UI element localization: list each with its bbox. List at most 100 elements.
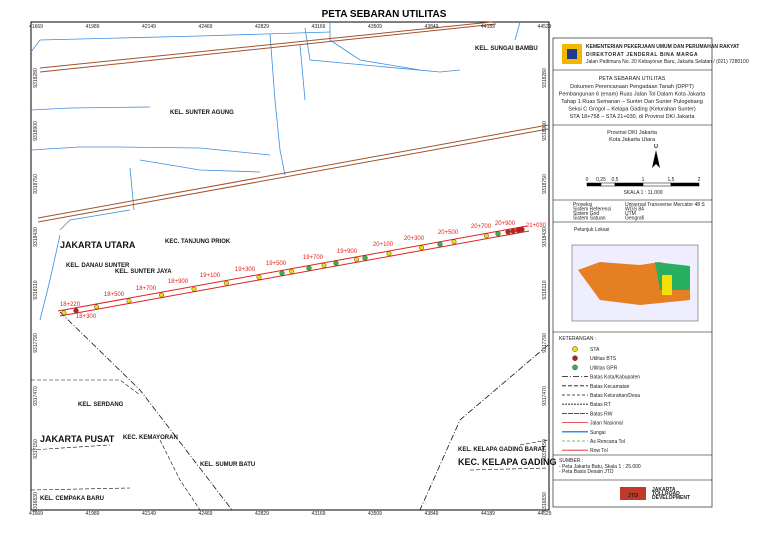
label: 18+220 — [60, 302, 81, 308]
label: 19+100 — [200, 273, 221, 279]
label: 0 — [586, 177, 589, 183]
label: 9318110 — [542, 280, 548, 299]
sta-marker — [451, 239, 457, 245]
label: 41989 — [86, 24, 100, 30]
label: - Peta Basis Desain JTD — [559, 469, 614, 475]
label: As Rencana Tol — [590, 439, 625, 445]
label: 18+900 — [168, 279, 189, 285]
label: 18+700 — [136, 286, 157, 292]
label: 20+700 — [471, 224, 492, 230]
label: 9318110 — [33, 280, 39, 299]
label: 1 — [642, 177, 645, 183]
scale-bar — [586, 182, 700, 187]
gpr-marker — [362, 255, 368, 261]
sta-marker — [354, 257, 359, 262]
label: 43509 — [368, 511, 382, 517]
label: SKALA 1 : 11.000 — [623, 190, 662, 196]
sta-marker — [289, 268, 294, 274]
label: 9316830 — [542, 492, 548, 512]
label: KEC. KELAPA GADING — [458, 457, 557, 467]
sta-marker — [191, 286, 197, 292]
jtd-logo — [620, 487, 646, 500]
label: DIREKTORAT JENDERAL BINA MARGA — [586, 52, 698, 58]
label: KEL. DANAU SUNTER — [66, 263, 130, 269]
legend-swatch — [572, 346, 578, 352]
label: Batas RW — [590, 411, 613, 417]
gpr-marker — [495, 231, 501, 237]
label: 18+500 — [104, 292, 125, 298]
label: KEL. SERDANG — [78, 402, 124, 408]
label: 9318750 — [33, 174, 39, 194]
label: Jalan Nasional — [590, 421, 623, 427]
label: 42469 — [199, 511, 213, 517]
label: STA 18+758 – STA 21+030, di Provinsi DKI… — [570, 114, 696, 120]
label: 44189 — [481, 24, 495, 30]
sta-marker — [419, 245, 424, 251]
label: 19+500 — [266, 261, 287, 267]
label: 0,25 — [596, 177, 606, 183]
label: 41669 — [29, 511, 43, 517]
gpr-marker — [333, 260, 339, 266]
label: KEC. TANJUNG PRIOK — [165, 239, 231, 245]
sta-marker — [321, 262, 327, 268]
sheet-title: PETA SEBARAN UTILITAS — [322, 9, 447, 20]
label: Proyeksi — [573, 202, 592, 208]
label: 9317470 — [542, 386, 548, 406]
label: Sistem Satuan — [573, 216, 606, 222]
label: 9318280 — [542, 68, 548, 88]
label: KEL. SUNGAI BAMBU — [475, 46, 538, 52]
sta-marker — [386, 251, 392, 257]
label: Jalan Pattimura No. 20 Kebayoran Baru, J… — [586, 59, 749, 65]
label: KEC. KEMAYORAN — [123, 435, 178, 441]
map-frame — [30, 21, 550, 511]
label: JAKARTA PUSAT — [40, 434, 115, 444]
label: 20+100 — [373, 242, 394, 248]
bts-marker — [73, 307, 79, 314]
label: - Peta Jakarta Batu, Skala 1 : 25.000 — [559, 464, 641, 470]
label: Provinsi DKI Jakarta — [607, 130, 658, 136]
bts-marker — [519, 226, 525, 233]
label: 41989 — [86, 511, 100, 517]
label: Batas RT — [590, 402, 611, 408]
label: 44529 — [538, 511, 552, 517]
sta-marker — [159, 292, 164, 298]
label: 43849 — [425, 511, 439, 517]
label: 21+030 — [526, 223, 547, 229]
label: 41669 — [29, 24, 43, 30]
label: 9317790 — [542, 333, 548, 353]
label: 42829 — [255, 511, 269, 517]
label: Utilitas BTS — [590, 356, 617, 362]
label: Batas Kota/Kabupaten — [590, 375, 640, 381]
label: 20+300 — [404, 236, 425, 242]
label: 43509 — [368, 24, 382, 30]
legend-swatch — [572, 364, 578, 371]
label: 43169 — [312, 24, 326, 30]
label: 1,5 — [668, 177, 675, 183]
sta-marker — [94, 304, 99, 310]
label: 18+300 — [76, 314, 97, 320]
gpr-marker — [437, 241, 443, 247]
label: STA — [590, 347, 600, 353]
label: 2 — [698, 177, 701, 183]
inset-region — [662, 275, 672, 295]
label: U — [654, 144, 658, 150]
label: 9318900 — [542, 121, 548, 141]
label: KETERANGAN : — [559, 336, 596, 342]
label: Sungai — [590, 430, 606, 436]
legend-swatch — [572, 355, 578, 361]
label: KEL. CEMPAKA BARU — [40, 496, 104, 502]
label: Universal Transverse Mercator 48 S — [625, 202, 705, 208]
bts-marker — [505, 229, 511, 235]
gpr-marker — [279, 270, 285, 276]
label: 44189 — [481, 511, 495, 517]
label: 20+900 — [495, 221, 516, 227]
label: 19+900 — [337, 249, 358, 255]
label: Sistem Referensi — [573, 207, 611, 213]
label: Batas Kelurahan/Desa — [590, 393, 640, 399]
label: Batas Kecamatan — [590, 384, 630, 390]
label: KEL. KELAPA GADING BARAT — [458, 447, 546, 453]
label: Petunjuk Lokasi — [574, 227, 609, 233]
label: Row Tol — [590, 448, 608, 454]
gpr-marker — [306, 265, 312, 271]
label: Seksi C Grogol – Kelapa Gading (Keluraha… — [568, 107, 696, 113]
